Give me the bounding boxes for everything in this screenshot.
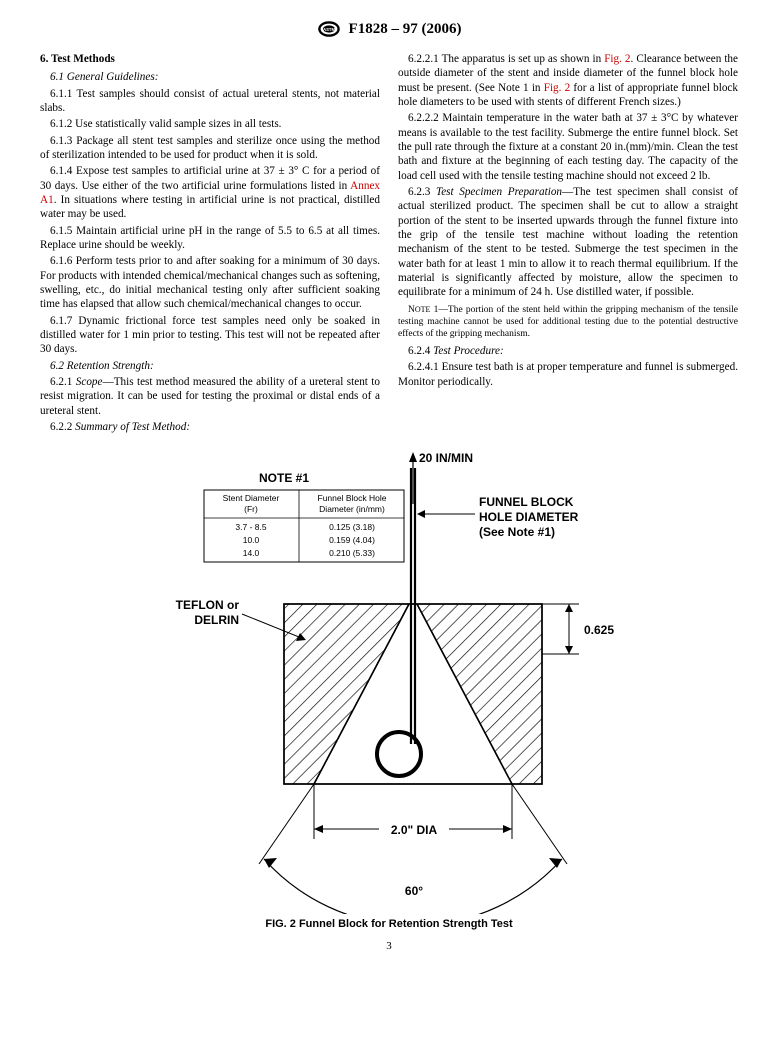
designation-text: F1828 – 97 (2006): [349, 21, 462, 38]
scope-label: Scope: [76, 376, 103, 388]
svg-text:14.0: 14.0: [243, 548, 260, 558]
clause-6-2-1: 6.2.1 Scope—This test method measured th…: [40, 375, 380, 418]
clause-6-2-3-body: —The test specimen shall consist of actu…: [398, 186, 738, 298]
clause-6-2-1-lead: 6.2.1: [50, 376, 76, 388]
page-header: ASTM F1828 – 97 (2006): [40, 20, 738, 38]
test-proc-label: Test Procedure:: [433, 345, 504, 357]
clause-6-1-4-text-a: 6.1.4 Expose test samples to artificial …: [40, 165, 380, 191]
note-label: NOTE #1: [259, 471, 309, 485]
clause-6-1: 6.1 General Guidelines:: [40, 70, 380, 84]
clause-6-1-4-text-b: . In situations where testing in artific…: [40, 194, 380, 220]
clause-6-1-1: 6.1.1 Test samples should consist of act…: [40, 87, 380, 116]
fig2-link-2[interactable]: Fig. 2: [544, 82, 571, 94]
clause-6-1-4: 6.1.4 Expose test samples to artificial …: [40, 164, 380, 221]
left-column: 6. Test Methods 6.1 General Guidelines: …: [40, 52, 380, 436]
svg-text:DELRIN: DELRIN: [194, 613, 239, 627]
clause-6-1-3: 6.1.3 Package all stent test samples and…: [40, 134, 380, 163]
clause-6-2-3-lead: 6.2.3: [408, 186, 436, 198]
clause-6-1-2: 6.1.2 Use statistically valid sample siz…: [40, 117, 380, 131]
svg-text:0.625: 0.625: [584, 623, 614, 637]
clause-6-2-2: 6.2.2 Summary of Test Method:: [40, 420, 380, 434]
clause-6-2-4: 6.2.4 Test Procedure:: [398, 344, 738, 358]
clause-6-2-4-lead: 6.2.4: [408, 345, 433, 357]
clause-6-2-2-2: 6.2.2.2 Maintain temperature in the wate…: [398, 111, 738, 183]
svg-text:HOLE DIAMETER: HOLE DIAMETER: [479, 510, 579, 524]
note-lead: NOTE 1—: [408, 305, 448, 315]
clause-6-1-6: 6.1.6 Perform tests prior to and after s…: [40, 254, 380, 311]
specimen-prep-label: Test Specimen Preparation: [436, 186, 562, 198]
svg-text:Funnel Block Hole: Funnel Block Hole: [318, 493, 387, 503]
svg-text:3.7 - 8.5: 3.7 - 8.5: [235, 522, 266, 532]
clause-6-2-2-lead: 6.2.2: [50, 421, 75, 433]
page-number: 3: [40, 940, 738, 952]
clause-6-2-3: 6.2.3 Test Specimen Preparation—The test…: [398, 185, 738, 300]
astm-logo: ASTM: [317, 20, 341, 38]
clause-6-2-4-1: 6.2.4.1 Ensure test bath is at proper te…: [398, 360, 738, 389]
svg-text:2.0" DIA: 2.0" DIA: [391, 823, 438, 837]
clause-6-2: 6.2 Retention Strength:: [40, 359, 380, 373]
clause-6-1-5: 6.1.5 Maintain artificial urine pH in th…: [40, 224, 380, 253]
svg-text:TEFLON or: TEFLON or: [176, 598, 240, 612]
clause-6-1-7: 6.1.7 Dynamic frictional force test samp…: [40, 314, 380, 357]
svg-text:(See Note #1): (See Note #1): [479, 525, 555, 539]
svg-text:Diameter (in/mm): Diameter (in/mm): [319, 504, 385, 514]
two-column-layout: 6. Test Methods 6.1 General Guidelines: …: [40, 52, 738, 436]
svg-text:0.210 (5.33): 0.210 (5.33): [329, 548, 375, 558]
clause-6-2-2-1: 6.2.2.1 The apparatus is set up as shown…: [398, 52, 738, 109]
right-column: 6.2.2.1 The apparatus is set up as shown…: [398, 52, 738, 436]
svg-text:0.125 (3.18): 0.125 (3.18): [329, 522, 375, 532]
svg-text:ASTM: ASTM: [323, 27, 335, 32]
rate-label: 20 IN/MIN: [419, 451, 473, 465]
svg-text:(Fr): (Fr): [244, 504, 258, 514]
figure-caption: FIG. 2 Funnel Block for Retention Streng…: [40, 918, 738, 930]
clause-6-2-2-1-a: 6.2.2.1 The apparatus is set up as shown…: [408, 53, 604, 65]
summary-label: Summary of Test Method:: [75, 421, 190, 433]
section-6-title: 6. Test Methods: [40, 52, 380, 66]
svg-text:0.159 (4.04): 0.159 (4.04): [329, 535, 375, 545]
note-1-body: The portion of the stent held within the…: [398, 305, 738, 339]
note-1: NOTE 1—The portion of the stent held wit…: [398, 304, 738, 340]
svg-text:FUNNEL BLOCK: FUNNEL BLOCK: [479, 495, 574, 509]
tbl-h1: Stent Diameter: [223, 493, 280, 503]
svg-text:10.0: 10.0: [243, 535, 260, 545]
svg-text:60°: 60°: [405, 884, 423, 898]
document-page: ASTM F1828 – 97 (2006) 6. Test Methods 6…: [0, 0, 778, 972]
fig2-link-1[interactable]: Fig. 2: [604, 53, 630, 65]
figure-2: 20 IN/MIN NOTE #1 Stent Diameter (Fr) Fu…: [40, 444, 738, 930]
funnel-block-diagram: 20 IN/MIN NOTE #1 Stent Diameter (Fr) Fu…: [109, 444, 669, 914]
